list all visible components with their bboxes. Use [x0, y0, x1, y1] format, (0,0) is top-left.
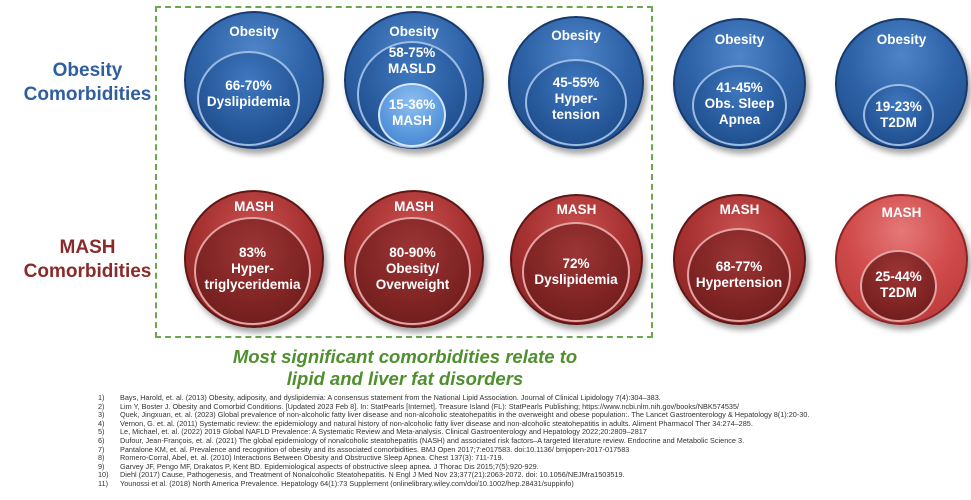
obesity-comorbidities-label: Obesity Comorbidities	[0, 59, 175, 107]
circle-outer-label: Obesity	[876, 32, 927, 47]
circle-inner-label: 66-70% Dyslipidemia	[206, 78, 291, 109]
obesity-sleep-apnea-inner-circle	[692, 65, 787, 146]
circle-inner-label: 15-36% MASH	[388, 97, 436, 128]
reference-item: 8) Romero-Corral, Abel, et. al. (2010) In…	[98, 453, 504, 463]
reference-item: 7) Pantalone KM, et. al. Prevalence and r…	[98, 444, 630, 454]
circle-inner-label: 45-55% Hyper- tension	[551, 75, 600, 122]
reference-item: 4) Vernon, G. et. al. (2011) Systematic r…	[98, 418, 753, 428]
mash-obesity-inner-circle	[354, 217, 471, 325]
circle-outer-label: Obesity	[389, 24, 439, 39]
obesity-hypertension-inner-circle	[525, 59, 627, 146]
circle-inner-label: 41-45% Obs. Sleep Apnea	[704, 80, 775, 127]
mash-comorbidities-label: MASH Comorbidities	[0, 236, 175, 284]
circle-inner-label: 80-90% Obesity/ Overweight	[375, 245, 450, 292]
reference-item: 3) Quek, Jingxuan, et. al. (2023) Global …	[98, 410, 810, 420]
row-label-line: MASH	[59, 237, 116, 258]
tagline: Most significant comorbidities relate to…	[232, 346, 578, 389]
obesity-t2dm-inner-circle	[863, 84, 934, 146]
row-label-line: Obesity	[52, 60, 123, 81]
row-label-line: Comorbidities	[23, 84, 152, 105]
reference-item: 6) Dufour, Jean-François, et. al. (2021) …	[98, 435, 745, 445]
row-label-line: Comorbidities	[23, 261, 152, 282]
circle-outer-label: Obesity	[551, 28, 601, 43]
circle-inner-label: 83% Hyper- triglyceridemia	[204, 245, 301, 292]
circle-outer-label: MASH	[719, 202, 760, 217]
reference-list: 1) Bays, Harold, et. al. (2013) Obesity, …	[98, 393, 968, 489]
reference-item: 2) Lim Y, Boster J. Obesity and Comorbid …	[98, 401, 740, 411]
circle-outer-label: Obesity	[229, 24, 279, 39]
reference-item: 5) Le, Michael, et. al. (2022) 2019 Globa…	[98, 427, 647, 437]
circle-outer-label: Obesity	[714, 32, 765, 47]
circle-outer-label: MASH	[234, 199, 274, 214]
circle-inner-label: 19-23% T2DM	[875, 99, 922, 130]
obesity-mash-inner-circle	[378, 83, 446, 147]
reference-item: 11) Younossi et al. (2018) North America …	[98, 478, 574, 488]
mash-hypertension-inner-circle	[687, 228, 791, 322]
circle-outer-label: MASH	[394, 199, 434, 214]
circle-inner-label: 25-44% T2DM	[875, 269, 922, 300]
mash-hypertriglyceridemia-inner-circle	[194, 217, 311, 325]
mash-t2dm-inner-circle	[860, 250, 937, 322]
circle-inner-label: 72% Dyslipidemia	[534, 256, 618, 287]
circle-outer-label: MASH	[881, 205, 922, 220]
reference-item: 1) Bays, Harold, et. al. (2013) Obesity, …	[98, 393, 661, 402]
reference-item: 10) Diehl (2017) Cause, Pathogenesis, and…	[98, 470, 625, 480]
circle-inner-label: 68-77% Hypertension	[695, 259, 783, 290]
circle-middle-label: 58-75% MASLD	[388, 45, 436, 76]
mash-dyslipidemia-inner-circle	[522, 222, 630, 322]
circle-outer-label: MASH	[556, 202, 597, 217]
reference-item: 9) Garvey JF, Pengo MF, Drakatos P, Kent …	[98, 461, 539, 471]
obesity-dyslipidemia-inner-circle	[197, 51, 300, 146]
highlight-dashed-box	[155, 6, 653, 338]
